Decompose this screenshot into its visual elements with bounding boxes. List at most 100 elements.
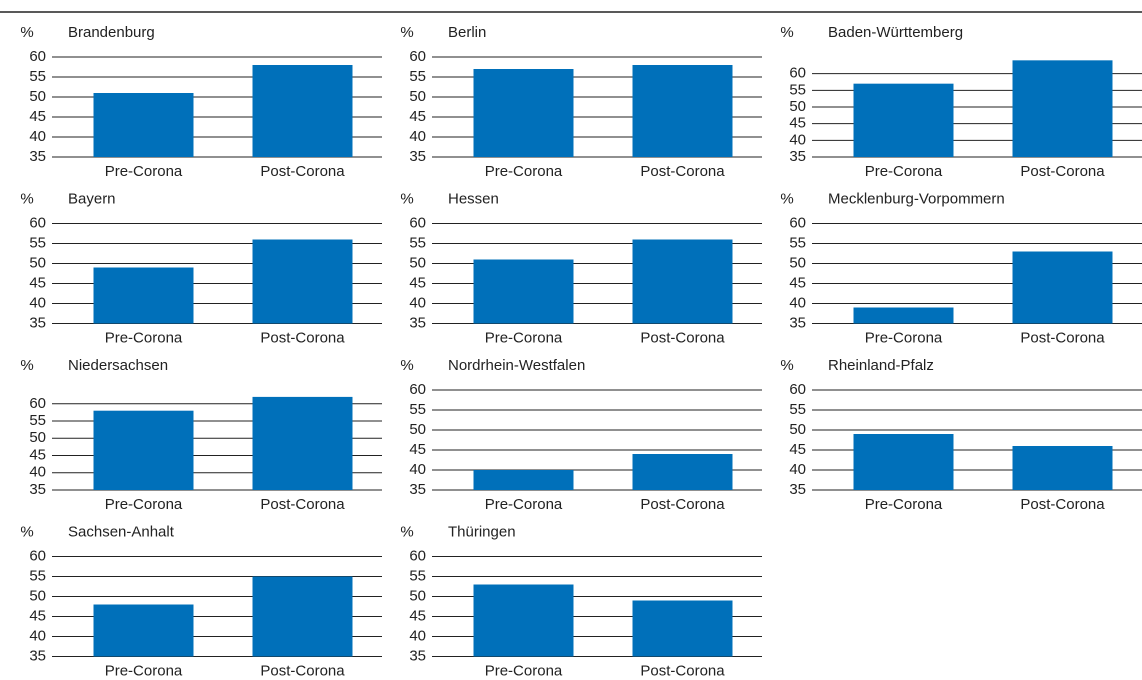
y-tick-label: 55: [789, 401, 806, 418]
x-tick-label: Post-Corona: [640, 496, 725, 513]
bar: [473, 259, 574, 324]
y-tick-label: 60: [29, 214, 46, 231]
panel-title: Nordrhein-Westfalen: [448, 357, 585, 374]
y-tick-label: 55: [789, 234, 806, 251]
y-unit-label: %: [400, 357, 413, 374]
bar: [853, 434, 954, 490]
y-tick-label: 35: [29, 314, 46, 331]
x-tick-label: Post-Corona: [1020, 329, 1105, 346]
y-unit-label: %: [20, 357, 33, 374]
x-tick-label: Pre-Corona: [105, 662, 183, 679]
bar: [853, 83, 954, 157]
y-tick-label: 35: [29, 481, 46, 498]
y-tick-label: 55: [409, 401, 426, 418]
y-tick-label: 50: [789, 421, 806, 438]
y-tick-label: 50: [409, 88, 426, 105]
bar: [632, 65, 733, 157]
x-tick-label: Post-Corona: [1020, 496, 1105, 513]
y-tick-label: 40: [789, 131, 806, 148]
y-tick-label: 55: [409, 567, 426, 584]
bar: [1012, 60, 1113, 158]
y-tick-label: 50: [409, 587, 426, 604]
panel-title: Bayern: [68, 190, 116, 207]
bar: [853, 307, 954, 324]
y-tick-label: 60: [789, 214, 806, 231]
y-tick-label: 45: [29, 108, 46, 125]
y-tick-label: 35: [29, 148, 46, 165]
y-unit-label: %: [400, 523, 413, 540]
y-unit-label: %: [400, 24, 413, 41]
y-tick-label: 45: [789, 115, 806, 132]
y-tick-label: 35: [409, 481, 426, 498]
panel-title: Rheinland-Pfalz: [828, 357, 934, 374]
x-tick-label: Pre-Corona: [485, 496, 563, 513]
bar: [632, 454, 733, 490]
y-tick-label: 50: [409, 254, 426, 271]
y-tick-label: 55: [409, 68, 426, 85]
x-tick-label: Post-Corona: [640, 662, 725, 679]
y-unit-label: %: [400, 190, 413, 207]
y-tick-label: 50: [29, 88, 46, 105]
x-tick-label: Post-Corona: [260, 329, 345, 346]
y-tick-label: 40: [789, 294, 806, 311]
y-tick-label: 40: [409, 461, 426, 478]
y-tick-label: 50: [29, 254, 46, 271]
y-tick-label: 55: [29, 567, 46, 584]
y-tick-label: 60: [29, 48, 46, 65]
y-tick-label: 45: [29, 607, 46, 624]
panel-title: Sachsen-Anhalt: [68, 523, 175, 540]
y-tick-label: 50: [789, 254, 806, 271]
y-tick-label: 55: [409, 234, 426, 251]
bar: [252, 239, 353, 324]
bar: [93, 604, 194, 657]
y-unit-label: %: [20, 523, 33, 540]
y-tick-label: 55: [29, 68, 46, 85]
x-tick-label: Pre-Corona: [485, 329, 563, 346]
x-tick-label: Post-Corona: [260, 163, 345, 180]
panel-title: Brandenburg: [68, 24, 155, 41]
bar: [473, 69, 574, 157]
bar: [473, 470, 574, 490]
panel-title: Niedersachsen: [68, 357, 168, 374]
y-tick-label: 40: [409, 627, 426, 644]
x-tick-label: Post-Corona: [260, 662, 345, 679]
y-tick-label: 55: [29, 234, 46, 251]
y-tick-label: 40: [29, 627, 46, 644]
y-tick-label: 35: [789, 314, 806, 331]
y-tick-label: 40: [789, 461, 806, 478]
y-tick-label: 35: [409, 314, 426, 331]
bar: [1012, 446, 1113, 490]
panel-title: Hessen: [448, 190, 499, 207]
y-tick-label: 45: [409, 108, 426, 125]
bar: [93, 93, 194, 157]
y-tick-label: 50: [29, 587, 46, 604]
y-unit-label: %: [780, 357, 793, 374]
y-unit-label: %: [780, 24, 793, 41]
y-tick-label: 60: [409, 214, 426, 231]
y-tick-label: 40: [409, 128, 426, 145]
bar: [93, 410, 194, 490]
x-tick-label: Pre-Corona: [105, 496, 183, 513]
y-tick-label: 55: [789, 81, 806, 98]
y-tick-label: 35: [29, 647, 46, 664]
bar: [252, 576, 353, 657]
x-tick-label: Post-Corona: [640, 329, 725, 346]
y-tick-label: 40: [29, 464, 46, 481]
y-tick-label: 60: [409, 48, 426, 65]
panel-title: Mecklenburg-Vorpommern: [828, 190, 1005, 207]
bar: [252, 396, 353, 490]
bar: [252, 65, 353, 157]
y-unit-label: %: [20, 24, 33, 41]
y-tick-label: 40: [409, 294, 426, 311]
y-tick-label: 60: [409, 547, 426, 564]
bar: [1012, 251, 1113, 324]
y-tick-label: 60: [789, 65, 806, 82]
x-tick-label: Post-Corona: [1020, 163, 1105, 180]
y-tick-label: 45: [29, 446, 46, 463]
y-tick-label: 45: [789, 441, 806, 458]
y-tick-label: 60: [29, 395, 46, 412]
y-tick-label: 60: [29, 547, 46, 564]
y-tick-label: 35: [789, 148, 806, 165]
panel-title: Baden-Württemberg: [828, 24, 963, 41]
